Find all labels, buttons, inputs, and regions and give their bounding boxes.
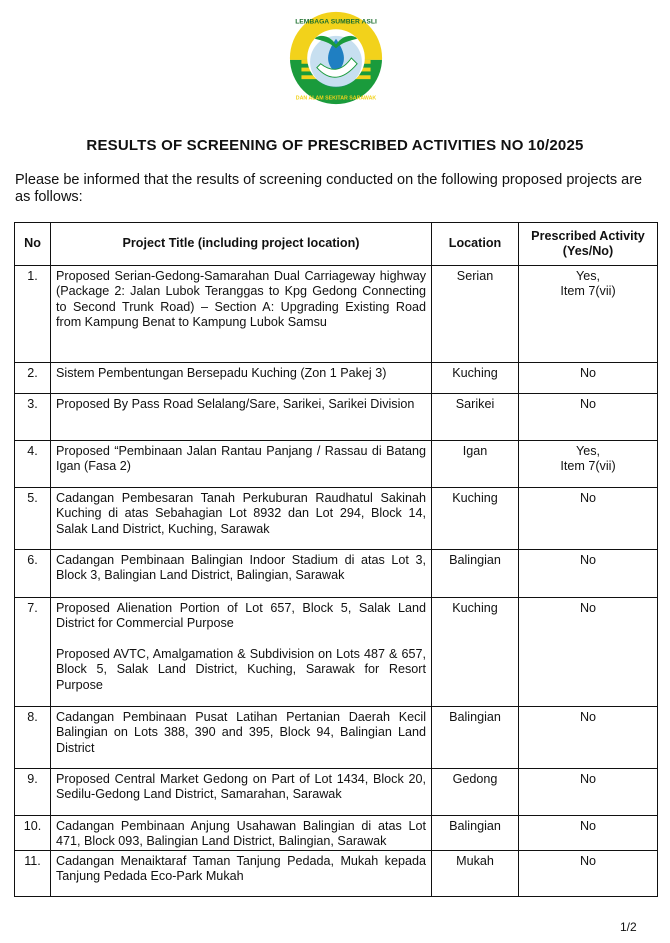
project-title: Cadangan Menaiktaraf Taman Tanjung Pedad… <box>56 853 426 884</box>
intro-text: Please be informed that the results of s… <box>15 172 643 205</box>
svg-text:DAN ALAM SEKITAR SARAWAK: DAN ALAM SEKITAR SARAWAK <box>296 95 377 101</box>
prescribed-activity-cell: No <box>518 815 658 851</box>
table-row: 11. Cadangan Menaiktaraf Taman Tanjung Pe… <box>14 849 658 897</box>
prescribed-activity-cell: No <box>518 549 658 598</box>
row-no: 3. <box>14 393 51 441</box>
project-title: Proposed Serian-Gedong-Samarahan Dual Ca… <box>56 269 426 330</box>
table-row: 6. Cadangan Pembinaan Balingian Indoor St… <box>14 549 658 598</box>
svg-text:LEMBAGA SUMBER ASLI: LEMBAGA SUMBER ASLI <box>295 18 377 25</box>
table-row: 9. Proposed Central Market Gedong on Part… <box>14 768 658 816</box>
prescribed-activity-cell: No <box>518 362 658 394</box>
row-no: 7. <box>14 597 51 707</box>
row-no: 2. <box>14 362 51 394</box>
prescribed-activity: No <box>579 366 597 380</box>
location: Serian <box>431 265 519 363</box>
location: Kuching <box>431 362 519 394</box>
prescribed-activity-item: Item 7(vii) <box>560 284 616 299</box>
row-no: 6. <box>14 549 51 598</box>
project-title-cell: Cadangan Pembinaan Pusat Latihan Pertani… <box>50 706 432 769</box>
project-title: Sistem Pembentungan Bersepadu Kuching (Z… <box>56 366 387 380</box>
table-row: 7. Proposed Alienation Portion of Lot 657… <box>14 597 658 707</box>
prescribed-activity: No <box>579 853 597 868</box>
prescribed-activity: Yes, <box>575 444 601 458</box>
row-no: 9. <box>14 768 51 816</box>
table-row: 10. Cadangan Pembinaan Anjung Usahawan Ba… <box>14 815 658 851</box>
header-location: Location <box>431 222 519 266</box>
project-title-cell: Proposed By Pass Road Selalang/Sare, Sar… <box>50 393 432 441</box>
prescribed-activity: No <box>579 710 597 724</box>
location: Balingian <box>431 706 519 769</box>
document-title: RESULTS OF SCREENING OF PRESCRIBED ACTIV… <box>86 137 584 154</box>
project-title-cell: Proposed Central Market Gedong on Part o… <box>50 768 432 816</box>
table-header-row: No Project Title (including project loca… <box>14 222 658 266</box>
header-no: No <box>14 222 51 266</box>
project-title: Cadangan Pembinaan Balingian Indoor Stad… <box>56 553 426 583</box>
page-number: 1/2 <box>620 920 637 934</box>
prescribed-activity-cell: Yes, Item 7(vii) <box>518 265 658 363</box>
location: Balingian <box>431 549 519 598</box>
location: Mukah <box>431 849 519 897</box>
prescribed-activity: No <box>579 772 597 786</box>
header-project-title: Project Title (including project locatio… <box>50 222 432 266</box>
row-no: 11. <box>14 849 51 897</box>
prescribed-activity-cell: No <box>518 393 658 441</box>
project-title-cell: Sistem Pembentungan Bersepadu Kuching (Z… <box>50 362 432 394</box>
location: Sarikei <box>431 393 519 441</box>
project-title: Proposed Central Market Gedong on Part o… <box>56 772 426 802</box>
row-no: 8. <box>14 706 51 769</box>
table-row: 3. Proposed By Pass Road Selalang/Sare, S… <box>14 393 658 441</box>
row-no: 10. <box>14 815 51 851</box>
location: Kuching <box>431 597 519 707</box>
project-title-cell: Cadangan Pembinaan Balingian Indoor Stad… <box>50 549 432 598</box>
table-row: 2. Sistem Pembentungan Bersepadu Kuching … <box>14 362 658 394</box>
project-title-cell: Proposed Alienation Portion of Lot 657, … <box>50 597 432 707</box>
row-no: 5. <box>14 487 51 550</box>
project-title: Cadangan Pembinaan Anjung Usahawan Balin… <box>56 819 426 849</box>
table-row: 1. Proposed Serian-Gedong-Samarahan Dual … <box>14 265 658 363</box>
project-title-secondary: Proposed AVTC, Amalgamation & Subdivisio… <box>56 646 426 692</box>
table-row: 5. Cadangan Pembesaran Tanah Perkuburan R… <box>14 487 658 550</box>
prescribed-activity-cell: Yes, Item 7(vii) <box>518 440 658 488</box>
location: Igan <box>431 440 519 488</box>
lembaga-sumber-asli-logo: LEMBAGA SUMBER ASLI DAN ALAM SEKITAR SAR… <box>289 11 383 105</box>
prescribed-activity-item: Item 7(vii) <box>560 459 616 474</box>
location: Balingian <box>431 815 519 851</box>
prescribed-activity: Yes, <box>575 269 601 283</box>
row-no: 1. <box>14 265 51 363</box>
project-title-cell: Cadangan Pembesaran Tanah Perkuburan Rau… <box>50 487 432 550</box>
prescribed-activity-cell: No <box>518 849 658 897</box>
location: Gedong <box>431 768 519 816</box>
prescribed-activity-cell: No <box>518 768 658 816</box>
project-title: Proposed “Pembinaan Jalan Rantau Panjang… <box>56 444 426 474</box>
prescribed-activity: No <box>579 553 597 567</box>
table-row: 4. Proposed “Pembinaan Jalan Rantau Panja… <box>14 440 658 488</box>
project-title: Cadangan Pembinaan Pusat Latihan Pertani… <box>56 710 426 755</box>
header-prescribed-activity: Prescribed Activity (Yes/No) <box>518 222 658 266</box>
project-title: Cadangan Pembesaran Tanah Perkuburan Rau… <box>56 491 426 536</box>
prescribed-activity-cell: No <box>518 487 658 550</box>
prescribed-activity: No <box>579 491 597 505</box>
screening-results-table: No Project Title (including project loca… <box>14 222 658 897</box>
prescribed-activity: No <box>579 397 597 411</box>
project-title-cell: Proposed Serian-Gedong-Samarahan Dual Ca… <box>50 265 432 363</box>
table-row: 8. Cadangan Pembinaan Pusat Latihan Perta… <box>14 706 658 769</box>
project-title-cell: Cadangan Menaiktaraf Taman Tanjung Pedad… <box>50 849 432 897</box>
project-title: Proposed Alienation Portion of Lot 657, … <box>56 601 426 631</box>
prescribed-activity-cell: No <box>518 597 658 707</box>
location: Kuching <box>431 487 519 550</box>
project-title-cell: Cadangan Pembinaan Anjung Usahawan Balin… <box>50 815 432 851</box>
project-title-cell: Proposed “Pembinaan Jalan Rantau Panjang… <box>50 440 432 488</box>
prescribed-activity: No <box>579 601 597 615</box>
row-no: 4. <box>14 440 51 488</box>
prescribed-activity: No <box>579 819 597 833</box>
prescribed-activity-cell: No <box>518 706 658 769</box>
project-title: Proposed By Pass Road Selalang/Sare, Sar… <box>56 397 415 411</box>
